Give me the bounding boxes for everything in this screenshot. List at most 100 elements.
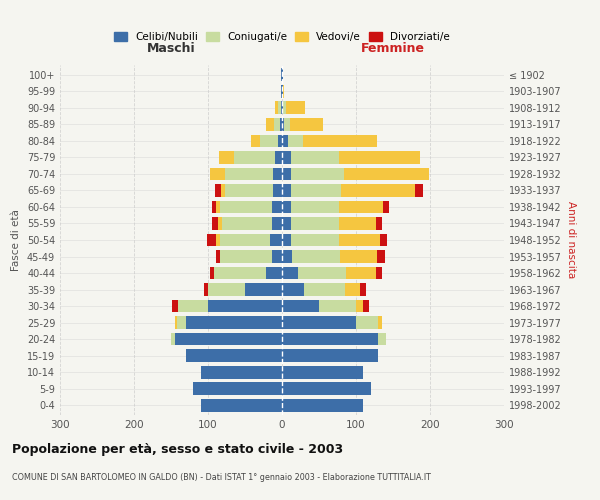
- Bar: [281, 68, 282, 82]
- Bar: [282, 118, 323, 131]
- Bar: [216, 200, 282, 213]
- Bar: [282, 200, 339, 213]
- Bar: [212, 217, 282, 230]
- Bar: [207, 234, 282, 246]
- Bar: [282, 316, 382, 329]
- Bar: [186, 349, 282, 362]
- Bar: [214, 266, 282, 280]
- Bar: [251, 134, 282, 147]
- Bar: [282, 168, 344, 180]
- Bar: [282, 85, 283, 98]
- Bar: [282, 366, 364, 378]
- Bar: [282, 366, 364, 378]
- Bar: [177, 316, 282, 329]
- Bar: [282, 398, 364, 411]
- Bar: [282, 200, 291, 213]
- Bar: [260, 134, 282, 147]
- Bar: [282, 332, 386, 345]
- Bar: [282, 234, 387, 246]
- Bar: [282, 102, 286, 114]
- Bar: [208, 300, 282, 312]
- Bar: [281, 85, 282, 98]
- Bar: [216, 234, 282, 246]
- Bar: [282, 68, 283, 82]
- Bar: [251, 134, 282, 147]
- Bar: [282, 118, 323, 131]
- Bar: [282, 266, 346, 280]
- Bar: [186, 349, 282, 362]
- Bar: [200, 398, 282, 411]
- Bar: [219, 151, 282, 164]
- Bar: [266, 266, 282, 280]
- Bar: [282, 283, 360, 296]
- Bar: [219, 151, 282, 164]
- Bar: [193, 382, 282, 395]
- Bar: [282, 184, 341, 197]
- Text: Maschi: Maschi: [146, 42, 196, 55]
- Bar: [186, 349, 282, 362]
- Bar: [282, 283, 345, 296]
- Bar: [282, 85, 284, 98]
- Bar: [282, 398, 364, 411]
- Bar: [245, 283, 282, 296]
- Bar: [200, 398, 282, 411]
- Bar: [234, 151, 282, 164]
- Bar: [216, 250, 282, 263]
- Bar: [282, 300, 370, 312]
- Bar: [282, 332, 378, 345]
- Bar: [282, 300, 319, 312]
- Bar: [218, 217, 282, 230]
- Bar: [282, 332, 386, 345]
- Bar: [282, 366, 364, 378]
- Bar: [282, 102, 305, 114]
- Bar: [200, 366, 282, 378]
- Bar: [275, 151, 282, 164]
- Bar: [282, 266, 376, 280]
- Bar: [282, 102, 283, 114]
- Bar: [193, 382, 282, 395]
- Bar: [274, 118, 282, 131]
- Bar: [282, 382, 371, 395]
- Bar: [178, 300, 282, 312]
- Bar: [282, 349, 378, 362]
- Bar: [225, 168, 282, 180]
- Bar: [282, 332, 386, 345]
- Bar: [220, 250, 282, 263]
- Bar: [200, 366, 282, 378]
- Bar: [278, 134, 282, 147]
- Bar: [281, 68, 282, 82]
- Bar: [212, 200, 282, 213]
- Bar: [282, 85, 283, 98]
- Bar: [178, 300, 282, 312]
- Bar: [282, 184, 415, 197]
- Bar: [270, 234, 282, 246]
- Bar: [282, 217, 376, 230]
- Bar: [171, 332, 282, 345]
- Bar: [220, 234, 282, 246]
- Bar: [200, 366, 282, 378]
- Bar: [282, 366, 364, 378]
- Bar: [175, 316, 282, 329]
- Bar: [210, 168, 282, 180]
- Bar: [282, 382, 371, 395]
- Bar: [282, 68, 283, 82]
- Bar: [282, 316, 356, 329]
- Bar: [282, 184, 291, 197]
- Bar: [225, 184, 282, 197]
- Bar: [282, 200, 389, 213]
- Bar: [282, 349, 378, 362]
- Bar: [282, 316, 378, 329]
- Bar: [273, 184, 282, 197]
- Bar: [280, 118, 282, 131]
- Bar: [281, 85, 282, 98]
- Bar: [266, 118, 282, 131]
- Bar: [282, 250, 340, 263]
- Bar: [282, 151, 421, 164]
- Bar: [282, 349, 378, 362]
- Bar: [208, 283, 282, 296]
- Bar: [204, 283, 282, 296]
- Bar: [282, 234, 339, 246]
- Bar: [200, 398, 282, 411]
- Bar: [282, 266, 382, 280]
- Bar: [222, 217, 282, 230]
